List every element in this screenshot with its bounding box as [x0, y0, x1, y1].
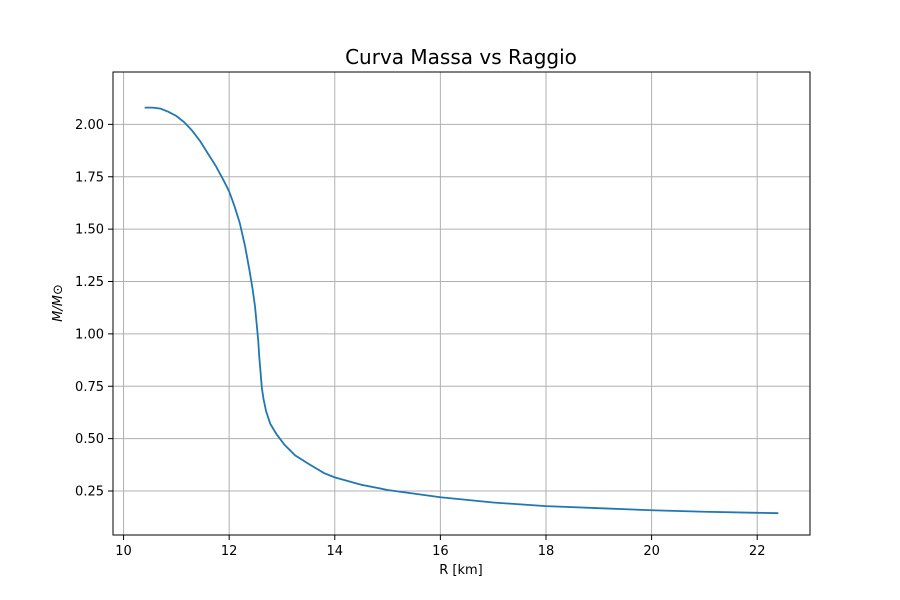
y-axis-label: M/M⊙	[51, 284, 66, 322]
x-tick-label: 10	[115, 544, 132, 559]
y-tick-label: 1.00	[75, 327, 104, 342]
series-line	[144, 106, 779, 515]
x-axis-ticks: 10 12 14 16 18 20 22	[115, 535, 765, 559]
x-axis-label: R [km]	[439, 563, 483, 578]
x-tick-label: 16	[432, 544, 449, 559]
y-tick-label: 1.50	[75, 223, 104, 238]
y-tick-label: 0.50	[75, 432, 104, 447]
y-tick-label: 1.75	[75, 170, 104, 185]
y-tick-label: 2.00	[75, 118, 104, 133]
x-tick-label: 18	[538, 544, 555, 559]
y-tick-label: 0.25	[75, 485, 104, 500]
y-tick-label: 1.25	[75, 275, 104, 290]
chart-title: Curva Massa vs Raggio	[345, 45, 577, 69]
plot-frame	[112, 71, 811, 536]
y-axis-ticks: 0.25 0.50 0.75 1.00 1.25 1.50 1.75 2.00	[75, 118, 113, 500]
y-tick-label: 0.75	[75, 380, 104, 395]
x-tick-label: 14	[326, 544, 343, 559]
x-tick-label: 12	[221, 544, 238, 559]
x-tick-label: 22	[749, 544, 766, 559]
grid	[113, 72, 810, 535]
x-tick-label: 20	[643, 544, 660, 559]
